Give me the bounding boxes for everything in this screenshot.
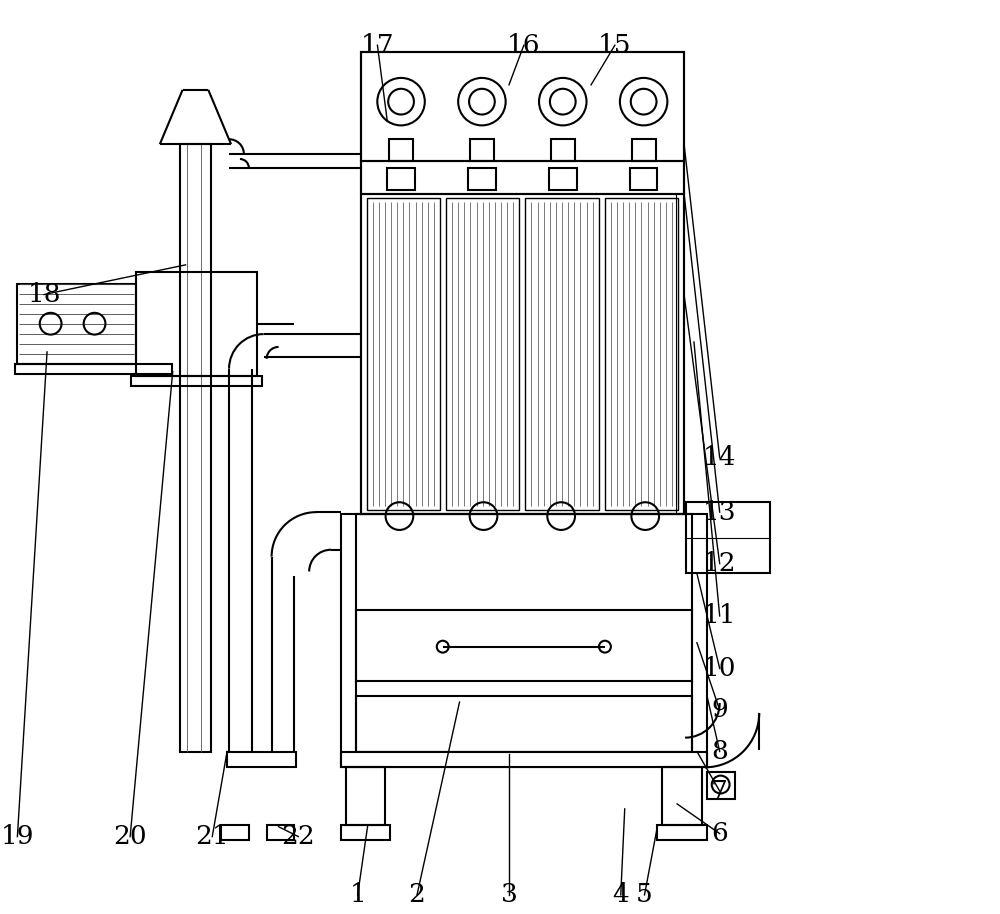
Bar — [361, 52, 684, 514]
Bar — [468, 168, 496, 190]
Text: 22: 22 — [281, 824, 315, 849]
Bar — [361, 194, 684, 514]
Text: 19: 19 — [1, 824, 34, 849]
Text: 16: 16 — [507, 33, 541, 58]
Bar — [356, 514, 692, 752]
Text: 14: 14 — [703, 445, 736, 470]
Text: 12: 12 — [703, 551, 736, 576]
Bar — [446, 197, 519, 510]
Bar — [470, 139, 494, 161]
Bar — [549, 168, 577, 190]
Bar — [707, 771, 735, 800]
Text: 9: 9 — [711, 697, 728, 722]
Text: 6: 6 — [711, 821, 728, 846]
Bar — [341, 752, 707, 768]
Bar — [632, 139, 656, 161]
Text: 15: 15 — [598, 33, 632, 58]
Bar — [367, 197, 440, 510]
Bar — [551, 139, 575, 161]
Text: 7: 7 — [711, 779, 728, 803]
Bar — [227, 751, 296, 768]
Bar — [131, 376, 262, 386]
Text: 1: 1 — [349, 882, 366, 908]
Bar — [389, 139, 413, 161]
Text: 18: 18 — [27, 282, 61, 307]
Text: 10: 10 — [703, 656, 736, 681]
Text: 13: 13 — [703, 500, 736, 525]
Bar — [17, 283, 136, 364]
Text: 17: 17 — [361, 33, 394, 58]
Text: 4: 4 — [612, 882, 629, 908]
Text: 3: 3 — [501, 882, 517, 908]
Bar — [662, 768, 702, 824]
Text: 2: 2 — [409, 882, 425, 908]
Bar — [361, 161, 684, 194]
Text: 11: 11 — [703, 603, 736, 629]
Bar — [387, 168, 415, 190]
Text: 5: 5 — [636, 882, 653, 908]
Bar — [657, 824, 707, 840]
Bar — [15, 364, 172, 374]
Bar — [605, 197, 678, 510]
Bar — [630, 168, 657, 190]
Bar — [525, 197, 599, 510]
Text: 8: 8 — [711, 739, 728, 764]
Text: 21: 21 — [195, 824, 229, 849]
Bar — [356, 696, 692, 752]
Bar — [686, 503, 770, 573]
Bar — [341, 824, 390, 840]
Bar — [136, 271, 257, 376]
Bar — [221, 824, 249, 840]
Bar — [180, 144, 211, 751]
Bar — [361, 52, 684, 161]
Bar — [356, 610, 692, 681]
Bar — [341, 514, 707, 768]
Bar — [346, 768, 385, 824]
Text: 20: 20 — [113, 824, 147, 849]
Bar — [267, 824, 294, 840]
